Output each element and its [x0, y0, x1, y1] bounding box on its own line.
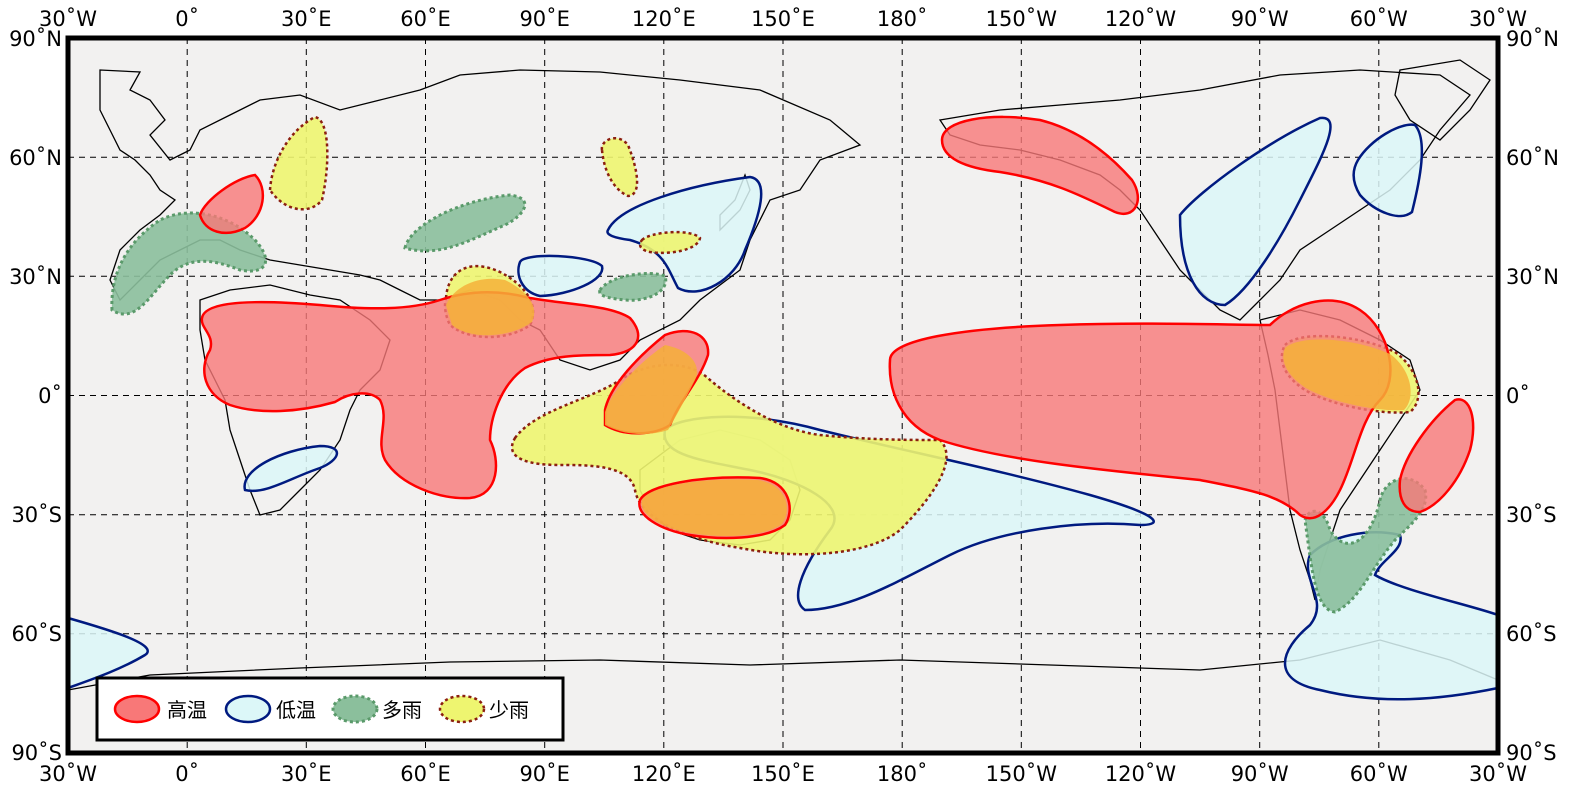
- cold-area-southern-africa: [243, 444, 339, 493]
- legend-item-cold: 低温: [224, 694, 316, 724]
- legend-swatch-cold: [224, 694, 272, 724]
- overlap-area-indonesia: [605, 345, 697, 435]
- lat-label-right: 60˚S: [1506, 622, 1557, 646]
- lat-label-right: 60˚N: [1506, 146, 1559, 170]
- legend: 高温 低温 多雨 少雨: [95, 676, 565, 742]
- lon-label-top: 90˚E: [519, 7, 570, 31]
- lat-label-left: 0˚: [38, 384, 62, 408]
- coast-eurasia: [99, 69, 862, 371]
- overlap-area-south-asia: [446, 278, 535, 336]
- cold-area-north-america: [1178, 116, 1332, 307]
- warm-area-south-atlantic: [1398, 398, 1475, 514]
- lat-label-left: 90˚S: [11, 741, 62, 765]
- lon-label-bottom: 150˚E: [751, 762, 815, 786]
- lon-label-top: 0˚: [175, 7, 199, 31]
- lon-label-bottom: 60˚W: [1350, 762, 1408, 786]
- lat-label-right: 90˚S: [1506, 741, 1557, 765]
- lat-label-right: 30˚N: [1506, 265, 1559, 289]
- wet-area-east-china: [598, 272, 668, 302]
- lon-label-bottom: 120˚E: [632, 762, 696, 786]
- lat-labels-right: 90˚N 60˚N 30˚N 0˚ 30˚S 60˚S 90˚S: [1506, 27, 1559, 765]
- legend-item-warm: 高温: [113, 694, 207, 724]
- map-frame: [65, 35, 1501, 756]
- lon-labels-top: 30˚W 0˚ 30˚E 60˚E 90˚E 120˚E 150˚E 180˚ …: [39, 7, 1527, 31]
- cold-area-greenland-labrador: [1352, 123, 1424, 218]
- lon-label-top: 120˚E: [632, 7, 696, 31]
- overlap-areas: [446, 278, 1411, 537]
- lat-label-left: 30˚S: [11, 503, 62, 527]
- dry-area-scandinavia: [268, 115, 329, 211]
- cold-area-south-atlantic: [66, 616, 149, 690]
- lat-label-left: 60˚S: [11, 622, 62, 646]
- lon-label-top: 150˚E: [751, 7, 815, 31]
- legend-swatch-warm: [113, 694, 161, 724]
- legend-label-cold: 低温: [276, 698, 316, 722]
- lon-label-bottom: 150˚W: [986, 762, 1058, 786]
- lat-label-right: 90˚N: [1506, 27, 1559, 51]
- legend-item-dry: 少雨: [438, 694, 529, 724]
- legend-swatch-dry: [438, 694, 486, 724]
- overlap-area-australia: [641, 479, 787, 537]
- lon-label-bottom: 30˚W: [1469, 762, 1527, 786]
- lon-label-top: 180˚: [877, 7, 928, 31]
- lon-label-top: 60˚W: [1350, 7, 1408, 31]
- lon-label-bottom: 120˚W: [1105, 762, 1177, 786]
- legend-label-wet: 多雨: [382, 698, 422, 722]
- lon-label-top: 30˚W: [39, 7, 97, 31]
- legend-swatch-wet: [331, 694, 379, 724]
- lon-label-top: 120˚W: [1105, 7, 1177, 31]
- warm-area-africa-asia: [200, 291, 640, 500]
- legend-item-wet: 多雨: [331, 694, 422, 724]
- lon-label-bottom: 90˚W: [1231, 762, 1289, 786]
- lat-label-left: 60˚N: [9, 146, 62, 170]
- lon-labels-bottom: 30˚W 0˚ 30˚E 60˚E 90˚E 120˚E 150˚E 180˚ …: [39, 762, 1527, 786]
- legend-label-warm: 高温: [167, 698, 207, 722]
- lat-label-right: 30˚S: [1506, 503, 1557, 527]
- warm-area-central-europe: [198, 173, 265, 235]
- cold-area-china-south: [517, 254, 604, 298]
- wet-area-central-asia: [403, 193, 527, 253]
- overlap-area-central-america: [1283, 339, 1411, 411]
- lon-label-bottom: 30˚W: [39, 762, 97, 786]
- lon-label-top: 90˚W: [1231, 7, 1289, 31]
- legend-box: [95, 676, 565, 742]
- coast-greenland: [1394, 59, 1491, 141]
- dry-area-korea-japan: [638, 230, 702, 255]
- warm-area-alaska: [940, 115, 1140, 215]
- lon-label-bottom: 30˚E: [281, 762, 332, 786]
- lon-label-bottom: 180˚: [877, 762, 928, 786]
- lat-label-left: 90˚N: [9, 27, 62, 51]
- lat-label-right: 0˚: [1506, 384, 1530, 408]
- lon-label-bottom: 90˚E: [519, 762, 570, 786]
- lon-label-top: 30˚W: [1469, 7, 1527, 31]
- dry-area-siberia: [600, 136, 639, 198]
- lon-label-top: 60˚E: [400, 7, 451, 31]
- legend-label-dry: 少雨: [489, 698, 529, 722]
- wet-area-western-europe: [110, 211, 268, 316]
- lat-label-left: 30˚N: [9, 265, 62, 289]
- lon-label-bottom: 60˚E: [400, 762, 451, 786]
- lon-label-top: 30˚E: [281, 7, 332, 31]
- lat-labels-left: 90˚N 60˚N 30˚N 0˚ 30˚S 60˚S 90˚S: [9, 27, 62, 765]
- warm-area-pacific-equatorial: [888, 299, 1392, 520]
- lon-label-top: 150˚W: [986, 7, 1058, 31]
- lon-label-bottom: 0˚: [175, 762, 199, 786]
- wet-areas: [110, 193, 1428, 614]
